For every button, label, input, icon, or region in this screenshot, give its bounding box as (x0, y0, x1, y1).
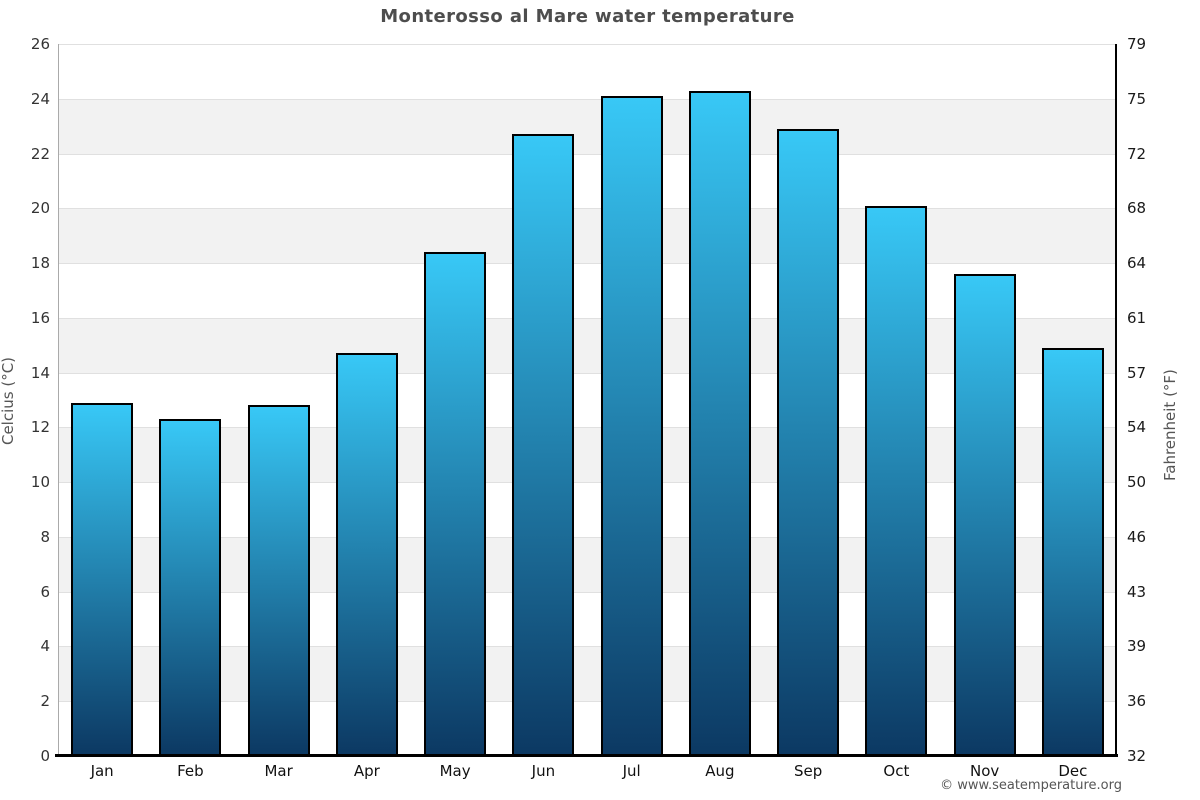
month-label-dec: Dec (1058, 762, 1088, 780)
bar-jul (600, 96, 663, 756)
gridline (58, 98, 1117, 100)
background-band (58, 98, 1117, 154)
gridline (58, 263, 1117, 265)
bar-apr (335, 353, 398, 756)
gridline (58, 317, 1117, 319)
month-label-oct: Oct (883, 762, 910, 780)
celsius-tick-12: 12 (30, 418, 50, 437)
celsius-tick-22: 22 (30, 144, 50, 163)
month-label-jun: Jun (531, 762, 556, 780)
gridline (58, 427, 1117, 429)
watermark: © www.seatemperature.org (940, 778, 1122, 793)
background-band (58, 427, 1117, 483)
gridline (58, 44, 1117, 45)
fahrenheit-tick-43: 43 (1127, 582, 1147, 601)
fahrenheit-tick-46: 46 (1127, 527, 1147, 546)
celsius-tick-4: 4 (40, 637, 50, 656)
celsius-tick-24: 24 (30, 89, 50, 108)
fahrenheit-axis-title: Fahrenheit (°F) (1161, 369, 1179, 481)
fahrenheit-tick-75: 75 (1127, 89, 1147, 108)
background-band (58, 153, 1117, 209)
celsius-axis-title: Celcius (°C) (0, 356, 17, 446)
gridline (58, 536, 1117, 538)
celsius-tick-8: 8 (40, 527, 50, 546)
celsius-tick-18: 18 (30, 254, 50, 273)
celsius-tick-2: 2 (40, 692, 50, 711)
fahrenheit-tick-61: 61 (1127, 308, 1147, 327)
background-band (58, 536, 1117, 592)
celsius-tick-26: 26 (30, 35, 50, 53)
gridline (58, 591, 1117, 593)
background-band (58, 44, 1117, 99)
bar-dec (1041, 347, 1104, 756)
month-label-aug: Aug (705, 762, 735, 780)
month-label-may: May (439, 762, 471, 780)
gridline (58, 208, 1117, 210)
gridline (58, 372, 1117, 374)
fahrenheit-tick-79: 79 (1127, 35, 1147, 53)
bar-jun (512, 134, 575, 756)
month-label-feb: Feb (177, 762, 204, 780)
background-band (58, 208, 1117, 264)
background-band (58, 482, 1117, 537)
background-band (58, 372, 1117, 428)
gridline (58, 153, 1117, 155)
background-band (58, 646, 1117, 702)
fahrenheit-tick-50: 50 (1127, 473, 1147, 492)
fahrenheit-tick-57: 57 (1127, 363, 1147, 382)
celsius-tick-0: 0 (40, 747, 50, 765)
bar-feb (159, 419, 222, 756)
bar-mar (247, 405, 310, 756)
bar-jan (71, 402, 134, 756)
background-band (58, 701, 1117, 756)
celsius-tick-20: 20 (30, 199, 50, 218)
fahrenheit-axis-line (1115, 44, 1117, 757)
fahrenheit-tick-39: 39 (1127, 637, 1147, 656)
month-label-mar: Mar (264, 762, 293, 780)
celsius-tick-6: 6 (40, 582, 50, 601)
gridline (58, 646, 1117, 648)
celsius-tick-16: 16 (30, 308, 50, 327)
celsius-tick-10: 10 (30, 473, 50, 492)
bar-nov (953, 274, 1016, 756)
month-label-jan: Jan (90, 762, 114, 780)
background-band (58, 317, 1117, 373)
month-label-sep: Sep (793, 762, 823, 780)
bar-may (424, 252, 487, 756)
chart-title: Monterosso al Mare water temperature (380, 6, 795, 27)
gridline (58, 482, 1117, 484)
background-band (58, 591, 1117, 647)
fahrenheit-tick-36: 36 (1127, 692, 1147, 711)
celsius-axis-line (58, 44, 59, 756)
bar-oct (865, 205, 928, 756)
background-band (58, 263, 1117, 318)
fahrenheit-tick-68: 68 (1127, 199, 1147, 218)
gridline (58, 701, 1117, 703)
x-axis-line (55, 754, 1118, 757)
bar-aug (688, 90, 751, 756)
fahrenheit-tick-32: 32 (1127, 747, 1147, 765)
month-label-apr: Apr (353, 762, 380, 780)
bar-sep (777, 128, 840, 756)
month-label-nov: Nov (969, 762, 1000, 780)
fahrenheit-tick-54: 54 (1127, 418, 1147, 437)
celsius-tick-14: 14 (30, 363, 50, 382)
month-label-jul: Jul (622, 762, 641, 780)
plot-area (58, 44, 1117, 756)
fahrenheit-tick-72: 72 (1127, 144, 1147, 163)
fahrenheit-tick-64: 64 (1127, 254, 1147, 273)
